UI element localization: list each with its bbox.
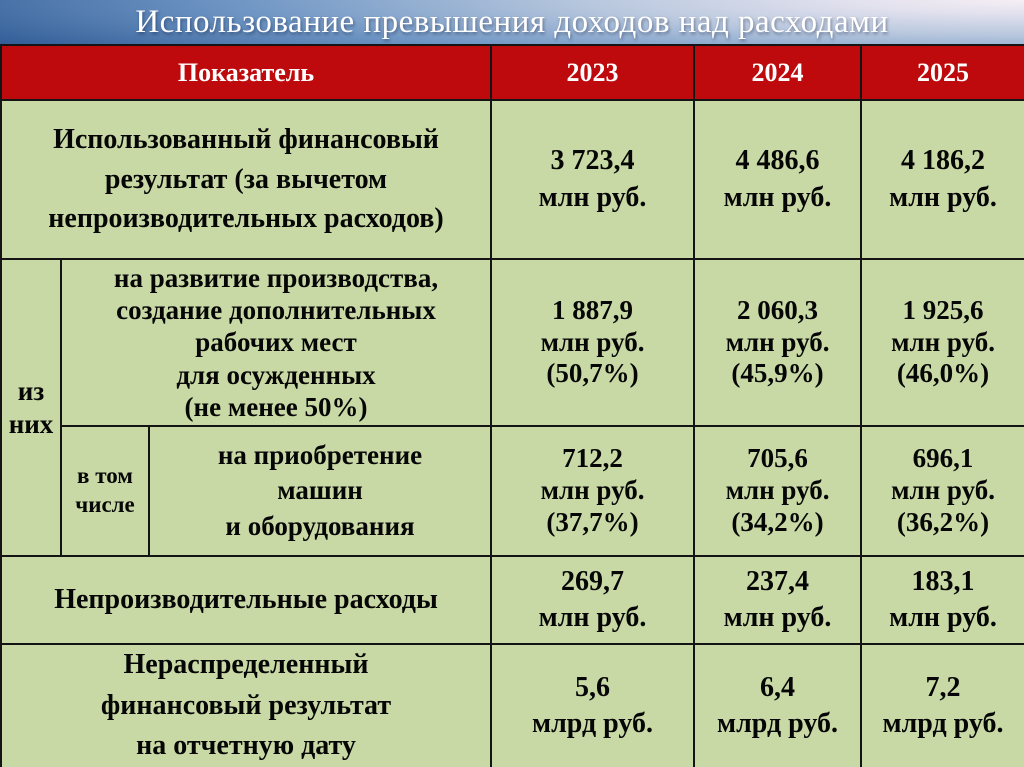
title-bar: Использование превышения доходов над рас… — [0, 0, 1024, 44]
row-nonproductive-expenses: Непроизводительные расходы 269,7 млн руб… — [0, 555, 1024, 645]
table-header-row: Показатель 2023 2024 2025 — [0, 44, 1024, 101]
value-used-result-2025: 4 186,2 млн руб. — [860, 99, 1024, 260]
value-production-2024: 2 060,3 млн руб. (45,9%) — [693, 258, 863, 427]
value-used-result-2024: 4 486,6 млн руб. — [693, 99, 863, 260]
row-used-financial-result: Использованный финансовый результат (за … — [0, 99, 1024, 260]
value-nonproductive-2024: 237,4 млн руб. — [693, 555, 863, 645]
row-label-nonproductive: Непроизводительные расходы — [0, 555, 493, 645]
value-nonproductive-2023: 269,7 млн руб. — [490, 555, 696, 645]
header-year-2023: 2023 — [490, 44, 696, 101]
row-label-undistributed: Нераспределенный финансовый результат на… — [0, 643, 493, 767]
header-year-2025: 2025 — [860, 44, 1024, 101]
value-production-2023: 1 887,9 млн руб. (50,7%) — [490, 258, 696, 427]
value-nonproductive-2025: 183,1 млн руб. — [860, 555, 1024, 645]
row-label-production: на развитие производства, создание допол… — [59, 258, 493, 427]
header-indicator: Показатель — [0, 44, 493, 101]
value-machines-2025: 696,1 млн руб. (36,2%) — [860, 425, 1024, 557]
including-cell: в том числе — [60, 425, 150, 557]
value-undistributed-2025: 7,2 млрд руб. — [860, 643, 1024, 767]
value-machines-2024: 705,6 млн руб. (34,2%) — [693, 425, 863, 557]
value-production-2025: 1 925,6 млн руб. (46,0%) — [860, 258, 1024, 427]
of-which-cell: из них — [0, 258, 62, 557]
row-production-development: из них на развитие производства, создани… — [0, 258, 1024, 557]
value-used-result-2023: 3 723,4 млн руб. — [490, 99, 696, 260]
header-year-2024: 2024 — [693, 44, 863, 101]
row-label-used-result: Использованный финансовый результат (за … — [0, 99, 493, 260]
value-undistributed-2023: 5,6 млрд руб. — [490, 643, 696, 767]
slide-title: Использование превышения доходов над рас… — [135, 3, 889, 40]
row-machines-equipment: в том числе на приобретение машин и обор… — [1, 425, 1024, 557]
row-undistributed-result: Нераспределенный финансовый результат на… — [0, 643, 1024, 767]
financial-results-table: Показатель 2023 2024 2025 Использованный… — [0, 44, 1024, 767]
value-machines-2023: 712,2 млн руб. (37,7%) — [490, 425, 696, 557]
row-label-machines: на приобретение машин и оборудования — [147, 425, 493, 557]
value-undistributed-2024: 6,4 млрд руб. — [693, 643, 863, 767]
